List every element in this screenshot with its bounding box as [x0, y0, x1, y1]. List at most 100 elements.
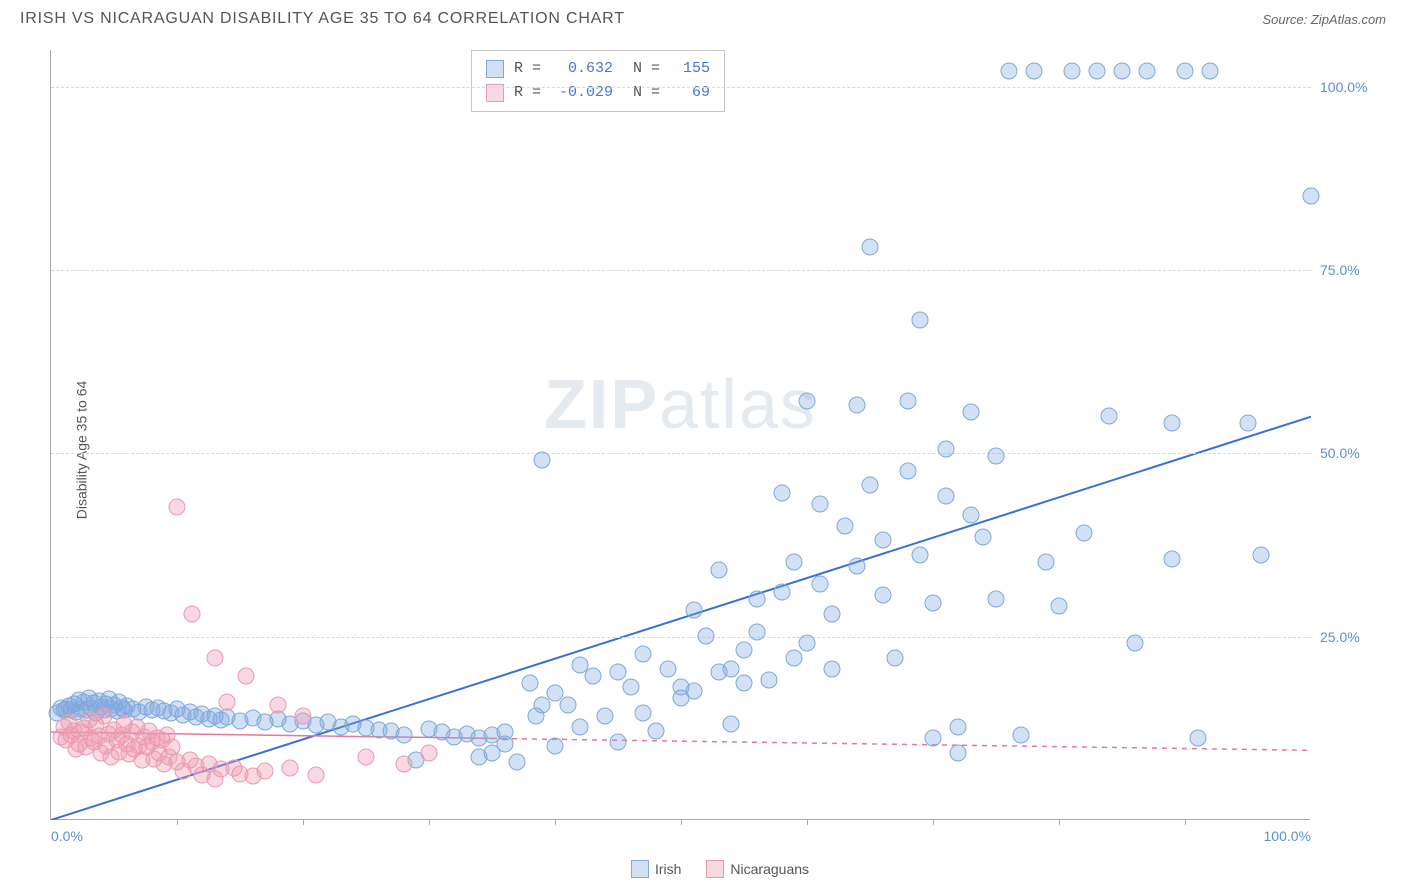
data-point-nicaraguan: [282, 759, 299, 776]
y-tick-label: 50.0%: [1320, 445, 1380, 461]
x-tick: [555, 819, 556, 825]
x-tick-label: 0.0%: [51, 828, 83, 844]
data-point-irish: [597, 708, 614, 725]
data-point-irish: [874, 587, 891, 604]
data-point-irish: [912, 312, 929, 329]
data-point-irish: [1126, 635, 1143, 652]
watermark: ZIPatlas: [544, 364, 817, 444]
data-point-irish: [723, 660, 740, 677]
data-point-irish: [534, 451, 551, 468]
data-point-irish: [824, 660, 841, 677]
data-point-irish: [1139, 63, 1156, 80]
legend-swatch-icon: [706, 860, 724, 878]
data-point-irish: [836, 517, 853, 534]
chart-title: IRISH VS NICARAGUAN DISABILITY AGE 35 TO…: [20, 10, 625, 28]
data-point-irish: [635, 646, 652, 663]
data-point-irish: [761, 671, 778, 688]
data-point-nicaraguan: [269, 697, 286, 714]
stats-row-irish: R =0.632N =155: [486, 57, 710, 81]
data-point-irish: [647, 723, 664, 740]
data-point-irish: [862, 477, 879, 494]
x-tick: [303, 819, 304, 825]
data-point-irish: [849, 396, 866, 413]
data-point-nicaraguan: [421, 745, 438, 762]
data-point-irish: [748, 624, 765, 641]
stats-r-value: -0.029: [551, 81, 613, 105]
data-point-irish: [710, 561, 727, 578]
grid-line: [51, 453, 1311, 454]
data-point-irish: [1164, 550, 1181, 567]
plot-container: Disability Age 35 to 64 ZIPatlas R =0.63…: [50, 50, 1390, 850]
grid-line: [51, 637, 1311, 638]
grid-line: [51, 270, 1311, 271]
data-point-irish: [736, 642, 753, 659]
x-tick: [807, 819, 808, 825]
data-point-irish: [849, 558, 866, 575]
x-tick: [429, 819, 430, 825]
grid-line: [51, 87, 1311, 88]
data-point-irish: [937, 440, 954, 457]
data-point-irish: [899, 393, 916, 410]
data-point-irish: [1000, 63, 1017, 80]
data-point-nicaraguan: [184, 605, 201, 622]
stats-r-label: R =: [514, 81, 541, 105]
data-point-irish: [937, 488, 954, 505]
data-point-nicaraguan: [295, 708, 312, 725]
stats-n-value: 155: [670, 57, 710, 81]
stats-r-label: R =: [514, 57, 541, 81]
data-point-irish: [1013, 726, 1030, 743]
y-tick-label: 75.0%: [1320, 262, 1380, 278]
title-bar: IRISH VS NICARAGUAN DISABILITY AGE 35 TO…: [0, 0, 1406, 34]
data-point-irish: [975, 528, 992, 545]
data-point-nicaraguan: [257, 763, 274, 780]
data-point-irish: [521, 675, 538, 692]
data-point-irish: [1252, 547, 1269, 564]
data-point-irish: [572, 719, 589, 736]
data-point-irish: [559, 697, 576, 714]
data-point-irish: [1177, 63, 1194, 80]
data-point-nicaraguan: [219, 693, 236, 710]
x-tick: [933, 819, 934, 825]
data-point-irish: [925, 594, 942, 611]
stats-n-label: N =: [633, 57, 660, 81]
data-point-irish: [1189, 730, 1206, 747]
data-point-irish: [874, 532, 891, 549]
data-point-irish: [395, 726, 412, 743]
data-point-nicaraguan: [395, 756, 412, 773]
data-point-nicaraguan: [206, 649, 223, 666]
data-point-irish: [773, 484, 790, 501]
data-point-irish: [912, 547, 929, 564]
data-point-irish: [887, 649, 904, 666]
plot-area: ZIPatlas R =0.632N =155R =-0.029N =69 25…: [50, 50, 1310, 820]
data-point-nicaraguan: [307, 767, 324, 784]
data-point-nicaraguan: [358, 748, 375, 765]
legend-item-irish: Irish: [631, 860, 681, 878]
data-point-irish: [988, 591, 1005, 608]
y-tick-label: 100.0%: [1320, 79, 1380, 95]
stats-legend-box: R =0.632N =155R =-0.029N =69: [471, 50, 725, 112]
data-point-irish: [736, 675, 753, 692]
x-tick: [1185, 819, 1186, 825]
data-point-irish: [799, 635, 816, 652]
data-point-irish: [748, 591, 765, 608]
data-point-irish: [1101, 407, 1118, 424]
data-point-nicaraguan: [238, 668, 255, 685]
x-tick: [1059, 819, 1060, 825]
data-point-irish: [1025, 63, 1042, 80]
x-tick: [681, 819, 682, 825]
data-point-irish: [622, 679, 639, 696]
data-point-irish: [950, 745, 967, 762]
legend-label: Irish: [655, 861, 681, 877]
data-point-irish: [824, 605, 841, 622]
data-point-irish: [610, 664, 627, 681]
data-point-irish: [509, 753, 526, 770]
data-point-irish: [1088, 63, 1105, 80]
data-point-irish: [899, 462, 916, 479]
watermark-light: atlas: [659, 365, 817, 443]
stats-row-nicaraguan: R =-0.029N =69: [486, 81, 710, 105]
data-point-irish: [786, 554, 803, 571]
data-point-irish: [584, 668, 601, 685]
data-point-irish: [547, 737, 564, 754]
data-point-irish: [1240, 415, 1257, 432]
data-point-irish: [635, 704, 652, 721]
